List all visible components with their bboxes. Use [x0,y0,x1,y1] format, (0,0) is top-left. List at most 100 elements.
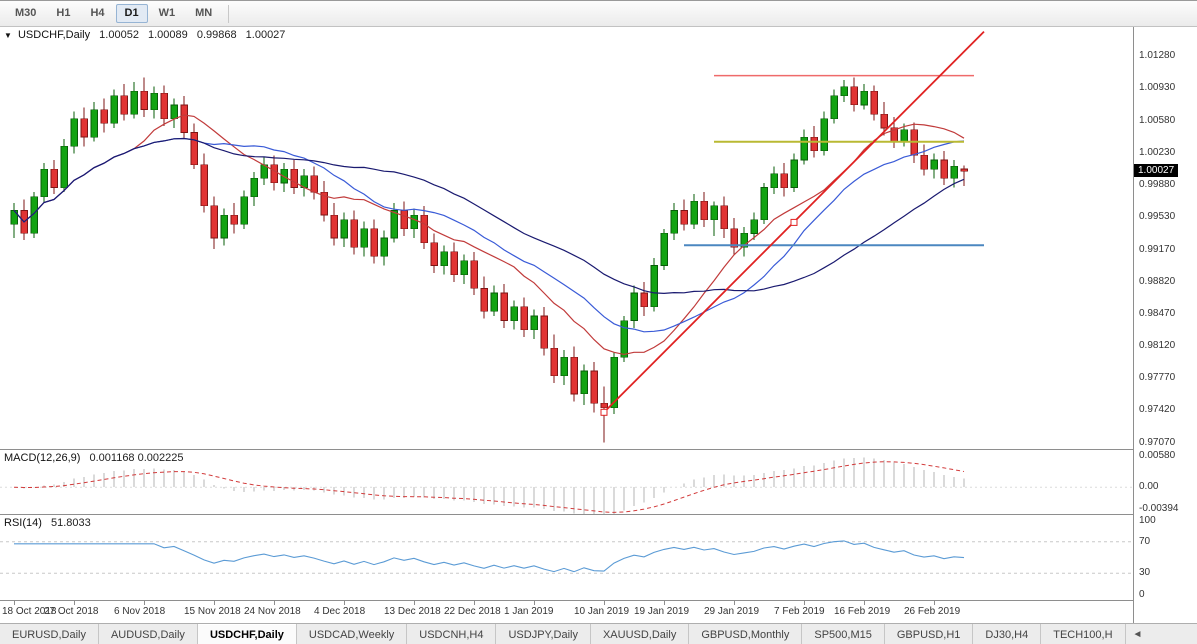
date-axis-tick [804,601,805,605]
chart-tab-gbpusd-h1[interactable]: GBPUSD,H1 [884,624,974,644]
macd-histogram [23,457,965,514]
price-axis-label: 0.97770 [1139,372,1176,383]
price-axis-label: 0.98820 [1139,276,1176,287]
trend-line-handle [790,218,798,226]
rsi-axis-label: 70 [1139,536,1151,547]
price-axis-label: 0.97070 [1139,437,1176,448]
date-axis-tick [14,601,15,605]
chart-tab-usdcad-weekly[interactable]: USDCAD,Weekly [296,624,408,644]
price-axis-label: 0.99170 [1139,244,1176,255]
price-axis-label: 1.00580 [1139,115,1176,126]
trend-line-handle [600,408,608,416]
timeframe-button-w1[interactable]: W1 [158,7,176,19]
chart-tab-audusd-daily[interactable]: AUDUSD,Daily [98,624,198,644]
date-axis-tick [414,601,415,605]
date-axis-tick [144,601,145,605]
pane-divider-dates[interactable] [0,600,1197,601]
ohlc-low: 0.99868 [196,29,237,41]
chart-dropdown-icon[interactable]: ▼ [4,30,12,40]
macd-indicator-pane[interactable] [0,450,1133,514]
chart-symbol-label: USDCHF,Daily [17,29,91,41]
pane-divider-rsi[interactable] [0,514,1197,515]
chart-tab-usdjpy-daily[interactable]: USDJPY,Daily [496,624,591,644]
macd-axis-label: 0.00 [1139,481,1159,492]
price-axis-label: 1.00230 [1139,147,1176,158]
date-axis-tick [604,601,605,605]
date-axis-tick [864,601,865,605]
chart-tab-eurusd-daily[interactable]: EURUSD,Daily [0,624,99,644]
date-axis-tick [474,601,475,605]
timeframe-button-m30[interactable]: M30 [15,7,37,19]
timeframe-button-mn[interactable]: MN [195,7,213,19]
date-axis-label: 29 Jan 2019 [704,606,760,617]
rsi-label: RSI(14) [4,517,42,529]
ohlc-close: 1.00027 [245,29,286,41]
date-axis-label: 4 Dec 2018 [314,606,366,617]
timeframe-button-h1[interactable]: H1 [56,7,71,19]
ohlc-open: 1.00052 [99,29,139,41]
date-axis-tick [214,601,215,605]
rsi-value: 51.8033 [50,517,91,529]
date-axis-label: 27 Oct 2018 [44,606,99,617]
price-axis-label: 0.99880 [1139,179,1176,190]
date-axis[interactable]: 18 Oct 2018 27 Oct 2018 6 Nov 2018 15 Nov 2… [0,601,1133,623]
price-axis-label: 0.97420 [1139,404,1176,415]
macd-values: 0.001168 0.002225 [89,452,184,464]
date-axis-label: 22 Dec 2018 [444,606,501,617]
date-axis-label: 26 Feb 2019 [904,606,961,617]
macd-title: MACD(12,26,9) 0.001168 0.002225 [4,452,183,464]
chart-tab-sp500-m15[interactable]: SP500,M15 [802,624,885,644]
macd-signal-line [13,461,965,513]
macd-axis-label: -0.00394 [1139,503,1179,514]
chart-tab-usdchf-daily[interactable]: USDCHF,Daily [197,624,297,644]
chart-tab-xauusd-daily[interactable]: XAUUSD,Daily [590,624,690,644]
chart-tab-gbpusd-monthly[interactable]: GBPUSD,Monthly [689,624,803,644]
rsi-line [14,540,965,573]
date-axis-label: 1 Jan 2019 [504,606,554,617]
date-axis-label: 13 Dec 2018 [384,606,441,617]
date-axis-label: 10 Jan 2019 [574,606,630,617]
price-axis-label: 1.01280 [1139,50,1176,61]
date-axis-tick [664,601,665,605]
date-axis-label: 16 Feb 2019 [834,606,891,617]
price-axis-label: 1.00930 [1139,82,1176,93]
rsi-axis-label: 100 [1139,515,1156,526]
ohlc-high: 1.00089 [148,29,188,41]
date-axis-tick [934,601,935,605]
macd-label: MACD(12,26,9) [4,452,81,464]
date-axis-tick [74,601,75,605]
chart-window: 1.01280 1.00930 1.00580 1.00230 0.99880 0.995… [0,27,1197,623]
timeframe-toolbar: M30 H1 H4 D1 W1 MN [0,1,1197,27]
price-axis-label: 0.98470 [1139,308,1176,319]
tabbar-filler [1149,624,1197,644]
current-price-tag: 1.00027 [1134,164,1179,177]
date-axis-label: 18 Oct 2018 [2,606,57,617]
macd-axis-label: 0.00580 [1139,450,1176,461]
rsi-indicator-pane[interactable] [0,515,1133,600]
chart-title: ▼ USDCHF,Daily 1.00052 1.00089 0.99868 1… [4,29,285,41]
chart-tab-usdcnh-h4[interactable]: USDCNH,H4 [407,624,497,644]
date-axis-tick [534,601,535,605]
candles-group [10,77,968,443]
rsi-axis-label: 30 [1139,567,1151,578]
rsi-axis-label: 0 [1139,589,1145,600]
main-price-chart[interactable] [0,27,1133,449]
date-axis-label: 19 Jan 2019 [634,606,690,617]
moving-average-line-13 [13,114,965,356]
moving-average-line-34 [13,137,965,295]
chart-tab-tech100-h[interactable]: TECH100,H [1041,624,1126,644]
pane-divider-macd[interactable] [0,449,1197,450]
price-axis-label: 0.98120 [1139,340,1176,351]
rsi-title: RSI(14) 51.8033 [4,517,91,529]
toolbar-separator [228,4,230,23]
chart-tabs-bar: EURUSD,Daily AUDUSD,Daily USDCHF,Daily USDC… [0,623,1197,644]
timeframe-button-d1[interactable]: D1 [115,4,148,23]
date-axis-label: 24 Nov 2018 [244,606,301,617]
date-axis-label: 15 Nov 2018 [184,606,241,617]
date-axis-tick [734,601,735,605]
price-axis[interactable]: 1.01280 1.00930 1.00580 1.00230 0.99880 0.995… [1133,27,1197,623]
timeframe-button-h4[interactable]: H4 [90,7,105,19]
tab-scroll-left-icon[interactable]: ◄ [1132,629,1143,640]
chart-tab-dj30-h4[interactable]: DJ30,H4 [973,624,1042,644]
